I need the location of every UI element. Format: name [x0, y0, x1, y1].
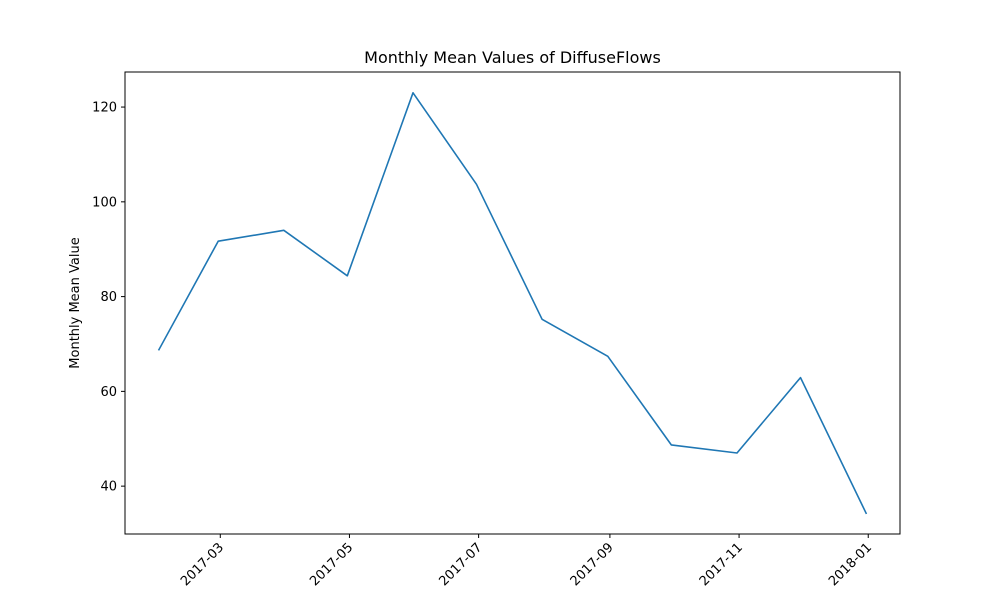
- x-tick-label: 2017-07: [436, 540, 485, 589]
- plot-area: [124, 71, 901, 535]
- series-group: [157, 92, 868, 515]
- y-axis-label: Monthly Mean Value: [68, 237, 83, 368]
- y-tick-label: 100: [92, 195, 117, 210]
- x-tick-label: 2018-01: [826, 540, 875, 589]
- x-axis: 2017-03 2017-05 2017-07 2017-09 2017-11 2018-…: [178, 534, 875, 589]
- x-tick-label: 2017-05: [307, 540, 356, 589]
- y-tick-label: 80: [100, 290, 117, 305]
- x-tick-label: 2017-03: [178, 540, 227, 589]
- y-tick-label: 60: [100, 385, 117, 400]
- series-line: [157, 92, 868, 515]
- y-tick-label: 40: [100, 480, 117, 495]
- y-tick-label: 120: [92, 101, 117, 116]
- y-axis: 40 60 80 100 120: [92, 101, 125, 495]
- chart-title: Monthly Mean Values of DiffuseFlows: [364, 48, 661, 67]
- x-tick-label: 2017-11: [697, 540, 746, 589]
- x-tick-label: 2017-09: [568, 540, 617, 589]
